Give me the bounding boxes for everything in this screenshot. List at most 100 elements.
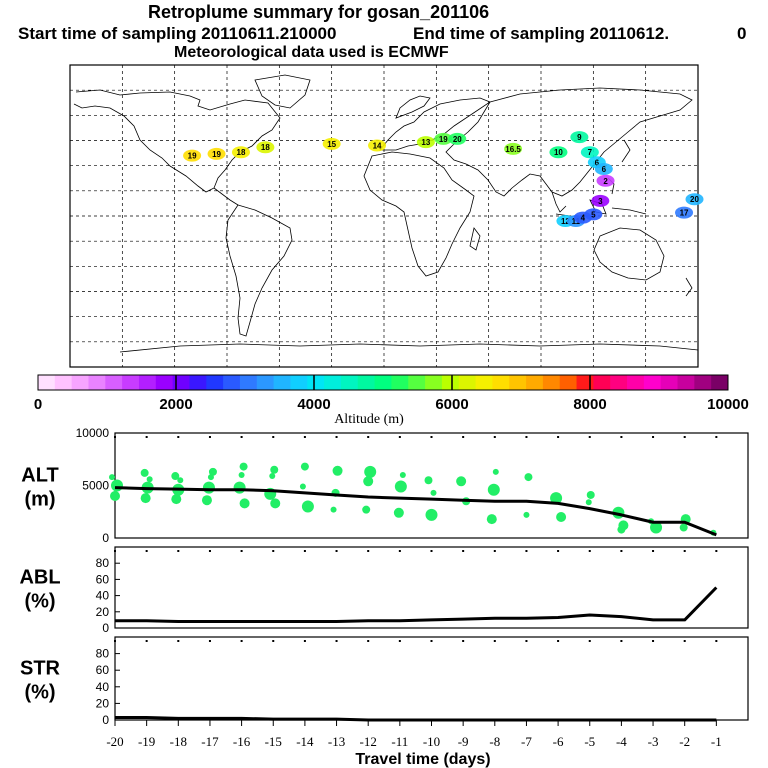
altitude-point: [487, 483, 500, 496]
altitude-point: [456, 476, 467, 487]
altitude-point: [239, 462, 248, 471]
trajectory-day-label: 6: [595, 158, 600, 167]
day-marker: [398, 550, 401, 552]
trajectory-blob: [591, 194, 610, 207]
trajectory-day-label: 16.5: [505, 145, 521, 154]
altitude-point: [270, 498, 281, 509]
colorbar-swatch: [610, 375, 628, 390]
x-tick-label: -19: [138, 734, 155, 749]
trajectory-day-label: 12: [561, 217, 570, 226]
str-frame: [114, 636, 749, 721]
colorbar-swatch: [458, 375, 477, 390]
day-marker: [272, 640, 275, 642]
day-marker: [145, 640, 148, 642]
trajectory-blob: [580, 146, 599, 159]
altitude-point: [524, 473, 533, 482]
trajectory-day-label: 15: [327, 140, 336, 149]
colorbar-swatch: [357, 375, 376, 390]
day-marker: [208, 436, 211, 438]
colorbar-swatch: [105, 375, 123, 390]
colorbar-tick-label: 4000: [297, 396, 330, 413]
altitude-point: [362, 505, 371, 514]
day-marker: [462, 640, 465, 642]
trajectory-day-label: 2: [603, 177, 608, 186]
day-marker: [588, 550, 591, 552]
altitude-point: [679, 523, 688, 532]
y-tick-label: 0: [102, 621, 109, 635]
day-marker: [715, 640, 718, 642]
colorbar-swatch: [340, 375, 359, 390]
day-marker: [398, 640, 401, 642]
colorbar-swatch: [54, 375, 73, 390]
day-marker: [683, 550, 686, 552]
altitude-point: [492, 468, 499, 475]
altitude-point: [364, 465, 377, 478]
day-marker: [683, 640, 686, 642]
colorbar-swatch: [475, 375, 493, 390]
day-marker: [715, 436, 718, 438]
day-marker: [367, 436, 370, 438]
colorbar-frame: [37, 374, 729, 391]
altitude-point: [110, 491, 120, 501]
colorbar-swatch: [391, 375, 409, 390]
altitude-point: [269, 473, 276, 480]
day-marker: [715, 550, 718, 552]
colorbar-swatch: [408, 375, 426, 390]
day-marker: [114, 550, 116, 552]
trajectory-day-label: 4: [581, 214, 586, 223]
altitude-point: [111, 479, 123, 492]
x-tick-label: -14: [296, 734, 314, 749]
day-marker: [303, 436, 306, 438]
colorbar-swatch: [509, 375, 527, 390]
y-tick-label: 80: [96, 556, 110, 570]
colorbar-swatch: [307, 375, 325, 390]
trajectory-blob: [594, 163, 613, 176]
altitude-point: [332, 465, 343, 476]
day-marker: [208, 640, 211, 642]
day-marker: [525, 640, 528, 642]
trajectory-blob: [207, 147, 226, 160]
day-marker: [588, 436, 591, 438]
chart-title: Retroplume summary for gosan_201106: [148, 2, 490, 22]
trajectory-blob: [416, 136, 435, 149]
day-marker: [493, 640, 496, 642]
altitude-colorbar: 0 2000 4000 6000 8000 10000: [34, 374, 749, 413]
altitude-point: [299, 483, 306, 490]
x-tick-label: -16: [233, 734, 251, 749]
colorbar-swatch: [189, 375, 207, 390]
x-tick-label: -13: [328, 734, 345, 749]
y-tick-label: 0: [102, 713, 109, 727]
trajectory-blob: [448, 132, 467, 145]
x-tick-label: -20: [106, 734, 123, 749]
y-axis-title: STR: [20, 658, 61, 680]
str-mean-line: [115, 716, 717, 722]
colorbar-tick-label: 6000: [435, 396, 468, 413]
day-marker: [620, 550, 623, 552]
day-marker: [114, 436, 116, 438]
day-marker: [430, 436, 433, 438]
x-tick-label: -9: [458, 734, 469, 749]
altitude-point: [140, 493, 151, 504]
altitude-point: [586, 490, 595, 499]
abl-frame: [114, 546, 749, 629]
colorbar-swatch: [627, 375, 645, 390]
colorbar-swatch: [71, 375, 89, 390]
colorbar-swatch: [273, 375, 291, 390]
altitude-point: [486, 514, 497, 525]
colorbar-swatch: [155, 375, 174, 390]
day-marker: [303, 640, 306, 642]
x-tick-label: -1: [711, 734, 722, 749]
colorbar-swatch: [122, 375, 140, 390]
trajectory-day-label: 6: [602, 165, 607, 174]
trajectory-day-label: 19: [212, 150, 221, 159]
day-marker: [525, 550, 528, 552]
day-marker: [114, 640, 116, 642]
day-marker: [462, 436, 465, 438]
day-marker: [303, 550, 306, 552]
day-marker: [367, 550, 370, 552]
x-tick-label: -11: [391, 734, 408, 749]
trajectory-day-label: 5: [591, 210, 596, 219]
day-marker: [557, 550, 560, 552]
